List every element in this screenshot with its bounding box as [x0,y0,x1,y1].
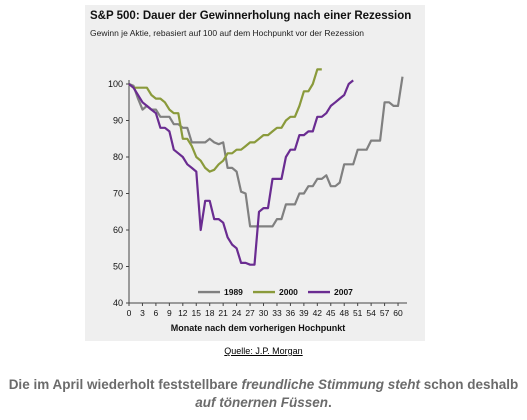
y-tick-label: 60 [113,225,123,235]
x-tick-label: 36 [286,308,296,318]
source-text: Quelle: J.P. Morgan [224,346,303,356]
series-line-2000 [128,68,322,173]
legend-label-2000: 2000 [279,287,298,297]
y-tick-label: 70 [113,189,123,199]
x-tick-label: 60 [393,308,403,318]
x-tick-label: 9 [167,308,172,318]
y-tick-label: 40 [113,298,123,308]
caption-text-1: Die im April wiederholt feststellbare [8,377,242,392]
x-tick-label: 57 [380,308,390,318]
legend-label-2007: 2007 [334,287,353,297]
legend-label-1989: 1989 [224,287,243,297]
x-tick-label: 15 [192,308,202,318]
caption-emphasis-1: freundliche Stimmung steht [241,377,421,392]
y-tick-label: 90 [113,116,123,126]
chart-subtitle: Gewinn je Aktie, rebasiert auf 100 auf d… [90,28,365,38]
series-line-1989 [128,76,404,228]
caption-emphasis-2: auf tönernen Füssen [195,395,328,410]
x-tick-label: 42 [313,308,323,318]
y-tick-label: 50 [113,262,123,272]
x-tick-label: 6 [154,308,159,318]
chart-panel: S&P 500: Dauer der Gewinnerholung nach e… [85,5,425,341]
x-tick-label: 30 [259,308,269,318]
x-tick-label: 3 [140,308,145,318]
x-tick-label: 24 [232,308,242,318]
x-tick-label: 39 [299,308,309,318]
caption-text-2: schon deshalb [420,377,519,392]
caption: Die im April wiederholt feststellbare fr… [0,376,527,412]
y-tick-label: 80 [113,152,123,162]
x-tick-label: 0 [127,308,132,318]
x-tick-label: 48 [339,308,349,318]
chart-title: S&P 500: Dauer der Gewinnerholung nach e… [90,10,412,22]
x-tick-label: 21 [218,308,228,318]
x-tick-label: 27 [245,308,255,318]
caption-text-3: . [328,395,332,410]
x-tick-label: 33 [272,308,282,318]
x-tick-label: 54 [366,308,376,318]
x-tick-label: 18 [205,308,215,318]
x-tick-label: 51 [353,308,363,318]
x-tick-label: 12 [178,308,188,318]
source-line: Quelle: J.P. Morgan [0,346,527,356]
y-tick-label: 100 [108,79,123,89]
x-tick-label: 45 [326,308,336,318]
series-line-2007 [128,79,354,266]
x-axis-label: Monate nach dem vorherigen Hochpunkt [171,323,346,333]
